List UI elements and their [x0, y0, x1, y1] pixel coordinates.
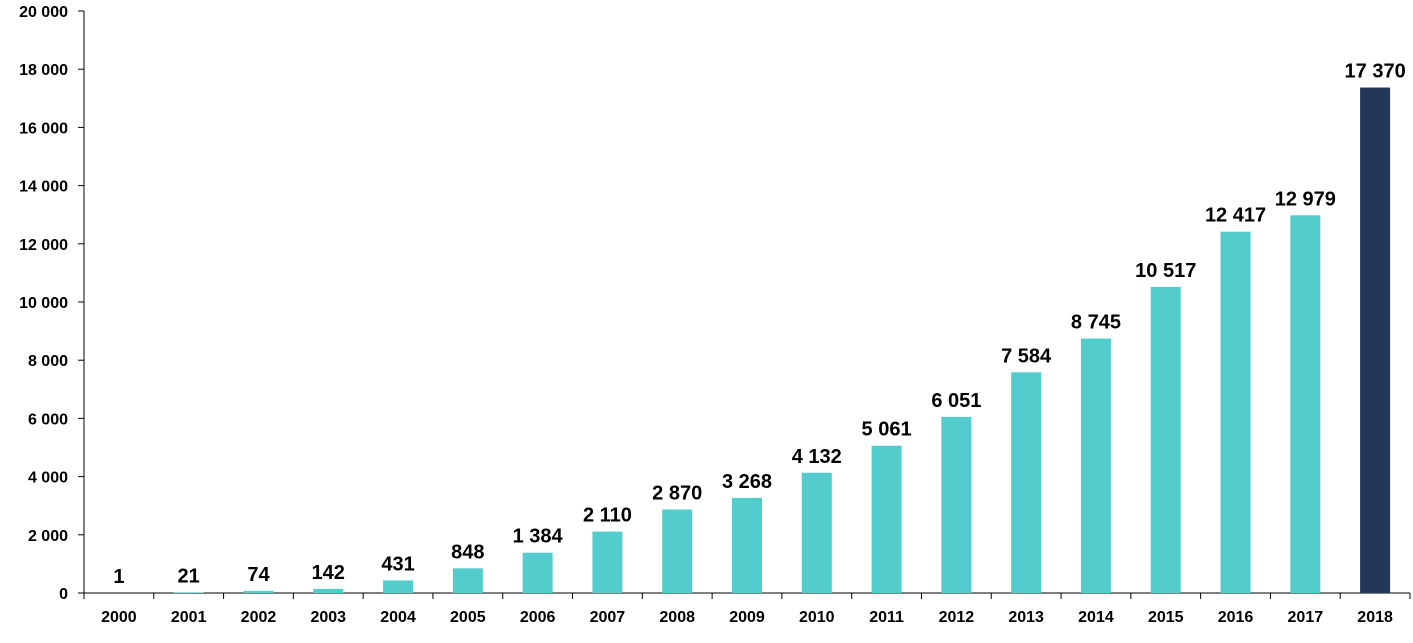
bar-2014	[1081, 339, 1111, 593]
y-tick-label: 20 000	[19, 4, 68, 21]
data-label: 17 370	[1345, 61, 1406, 83]
x-tick-label: 2016	[1218, 609, 1254, 626]
y-tick-label: 6 000	[28, 411, 68, 428]
data-label: 5 061	[862, 419, 912, 441]
x-tick-label: 2013	[1008, 609, 1044, 626]
data-label: 21	[178, 565, 200, 587]
data-label: 2 870	[652, 482, 702, 504]
x-tick-label: 2000	[101, 609, 137, 626]
x-tick-label: 2008	[659, 609, 695, 626]
bar-2013	[1011, 372, 1041, 593]
x-tick-label: 2014	[1078, 609, 1114, 626]
x-tick-label: 2012	[939, 609, 975, 626]
bar-2010	[802, 473, 832, 593]
y-tick-label: 16 000	[19, 120, 68, 137]
x-axis: 2000 2001 2002 2003 2004 2005 2006 2007 2008 2009…	[84, 593, 1410, 626]
y-tick-label: 10 000	[19, 295, 68, 312]
bar-2018	[1360, 88, 1390, 593]
data-label: 7 584	[1001, 345, 1052, 367]
bar-2009	[732, 498, 762, 593]
x-tick-label: 2007	[590, 609, 626, 626]
x-tick-label: 2015	[1148, 609, 1184, 626]
data-label: 1	[113, 566, 124, 588]
x-tick-label: 2017	[1288, 609, 1324, 626]
data-label: 431	[381, 553, 414, 575]
data-label: 12 979	[1275, 188, 1336, 210]
bar-2016	[1221, 232, 1251, 593]
y-tick-label: 0	[59, 586, 68, 603]
x-tick-label: 2005	[450, 609, 486, 626]
y-axis: 0 2 000 4 000 6 000 8 000 10 000 12 000 14 000 1…	[19, 4, 84, 603]
x-tick-label: 2010	[799, 609, 835, 626]
data-label: 10 517	[1135, 260, 1196, 282]
data-label: 3 268	[722, 471, 772, 493]
bar-2003	[313, 589, 343, 593]
bar-2017	[1290, 215, 1320, 593]
y-tick-label: 14 000	[19, 179, 68, 196]
x-tick-label: 2006	[520, 609, 556, 626]
x-tick-label: 2009	[729, 609, 765, 626]
data-label: 74	[247, 564, 270, 586]
data-label: 2 110	[583, 505, 632, 527]
data-label: 4 132	[792, 446, 842, 468]
bars	[104, 88, 1390, 593]
bar-2012	[941, 417, 971, 593]
bar-2005	[453, 568, 483, 593]
bar-2004	[383, 580, 413, 593]
y-tick-label: 2 000	[28, 528, 68, 545]
bar-2007	[592, 532, 622, 593]
x-tick-label: 2018	[1357, 609, 1393, 626]
x-tick-label: 2004	[380, 609, 416, 626]
data-label: 1 384	[513, 526, 564, 548]
bar-2001	[174, 592, 204, 593]
data-label: 142	[312, 562, 345, 584]
data-label: 6 051	[931, 390, 981, 412]
bar-2008	[662, 509, 692, 593]
y-tick-label: 12 000	[19, 237, 68, 254]
bar-2011	[872, 446, 902, 593]
x-tick-label: 2003	[310, 609, 346, 626]
y-tick-label: 4 000	[28, 470, 68, 487]
data-label: 8 745	[1071, 312, 1121, 334]
data-label: 12 417	[1205, 205, 1266, 227]
bar-2015	[1151, 287, 1181, 593]
y-tick-label: 18 000	[19, 62, 68, 79]
y-tick-label: 8 000	[28, 353, 68, 370]
bar-2006	[523, 553, 553, 593]
x-tick-label: 2001	[171, 609, 207, 626]
data-label: 848	[451, 541, 484, 563]
x-tick-label: 2011	[869, 609, 904, 626]
x-tick-label: 2002	[241, 609, 277, 626]
bar-2002	[243, 591, 273, 593]
